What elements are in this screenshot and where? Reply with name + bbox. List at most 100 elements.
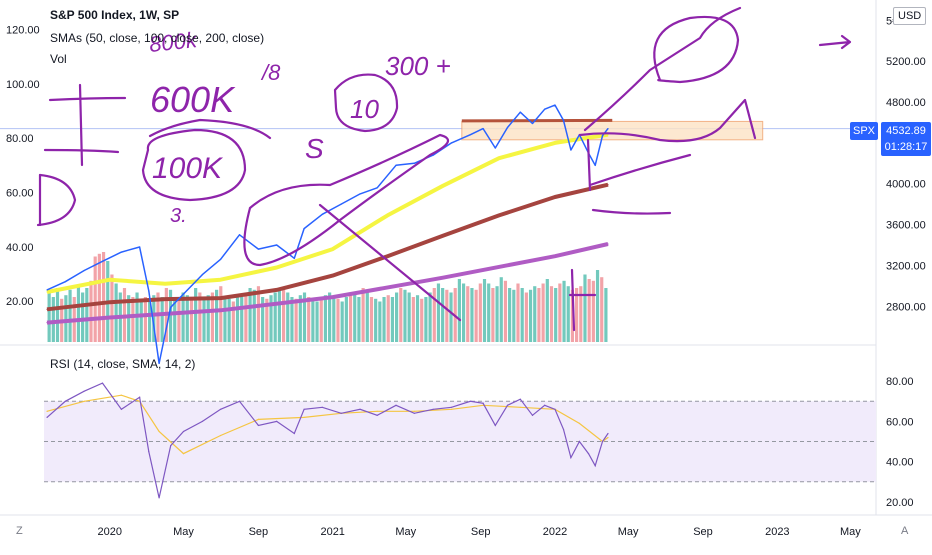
volume-bar: [395, 292, 399, 342]
price-point: [494, 147, 496, 149]
rsi-point: [139, 396, 141, 398]
volume-bar: [495, 286, 499, 342]
price-point: [276, 244, 278, 246]
volume-bar: [528, 289, 533, 342]
rsi-ma-point: [413, 410, 415, 412]
volume-bar: [261, 297, 265, 342]
volume-bar: [51, 297, 55, 342]
volume-bar: [420, 298, 424, 342]
annotation-text: S: [305, 133, 324, 164]
annotation-stroke: [333, 73, 399, 133]
volume-bar: [549, 286, 554, 342]
rsi-ma-point: [578, 422, 580, 425]
volume-bar: [407, 292, 411, 342]
price-point: [450, 142, 453, 144]
annotation-text: 100K: [152, 152, 224, 185]
price-point: [257, 248, 259, 250]
price-point: [519, 111, 521, 113]
sma50-point: [386, 214, 389, 216]
left-axis-tick: 120.00: [6, 24, 40, 36]
rsi-ma-point: [220, 434, 222, 437]
volume-bar: [248, 288, 252, 342]
rsi-ma-point: [519, 406, 521, 408]
rsi-point: [413, 412, 415, 414]
volume-bar: [533, 286, 537, 342]
rsi-point: [170, 444, 172, 447]
sma50-point: [220, 279, 222, 281]
volume-bar: [520, 288, 524, 342]
rsi-point: [519, 398, 521, 400]
volume-bar: [516, 283, 520, 342]
rsi-point: [587, 453, 590, 455]
time-axis-tick: May: [173, 526, 194, 538]
volume-bar: [139, 298, 143, 342]
price-point: [376, 187, 378, 189]
auto-scale-button[interactable]: A: [901, 525, 909, 537]
rsi-point: [450, 406, 453, 408]
price-point: [170, 306, 172, 308]
annotation-text: 300 +: [385, 51, 451, 81]
volume-bar: [315, 301, 319, 342]
rsi-point: [182, 430, 185, 433]
rsi-line: [46, 382, 609, 499]
left-axis-tick: 80.00: [6, 133, 34, 145]
volume-bar: [570, 289, 575, 342]
volume-bar: [328, 292, 332, 342]
volume-bar: [181, 292, 185, 342]
volume-bar: [256, 286, 261, 342]
annotation-stroke: [591, 208, 672, 215]
volume-bar: [168, 289, 173, 342]
volume-bar: [558, 283, 562, 342]
left-axis-tick: 40.00: [6, 242, 34, 254]
timezone-button[interactable]: Z: [16, 525, 23, 537]
annotation-stroke: [578, 98, 757, 143]
volume-bar: [487, 283, 491, 342]
chart-title-legend[interactable]: S&P 500 Index, 1W, SP: [50, 8, 179, 22]
sma200-point: [220, 309, 222, 311]
sma200-point: [332, 296, 334, 298]
annotation-text: 3.: [170, 205, 187, 227]
currency-button[interactable]: USD: [893, 7, 927, 25]
last-price-label: 4532.89: [886, 125, 926, 137]
rsi-point: [120, 408, 122, 410]
volume-bar: [177, 298, 181, 342]
volume-bar: [64, 295, 68, 342]
rsi-ma-point: [83, 400, 85, 402]
sma-legend[interactable]: SMAs (50, close, 100, close, 200, close): [50, 31, 265, 45]
volume-bar: [290, 297, 294, 342]
sma200-point: [554, 255, 556, 257]
sma200-line: [46, 242, 609, 325]
volume-bar: [457, 279, 461, 342]
annotation-stroke: [36, 173, 77, 227]
sma50-point: [109, 279, 111, 281]
sma100-point: [164, 298, 166, 300]
volume-bar: [210, 292, 214, 342]
volume-bar: [336, 298, 340, 342]
rsi-axis-tick: 60.00: [886, 416, 914, 428]
price-axis-tick: 2800.00: [886, 301, 926, 313]
volume-bar: [545, 279, 549, 342]
annotation-stroke: [148, 118, 272, 140]
volume-bar: [579, 286, 583, 342]
volume-bar: [411, 297, 415, 342]
volume-legend[interactable]: Vol: [50, 52, 67, 66]
volume-bar: [231, 301, 235, 342]
volume-bar: [348, 295, 353, 342]
sma200-point: [442, 277, 444, 279]
volume-bar: [189, 297, 194, 342]
sma100-line: [46, 182, 609, 312]
price-point: [554, 104, 556, 106]
volume-bar: [101, 252, 106, 342]
rsi-legend[interactable]: RSI (14, close, SMA, 14, 2): [50, 357, 196, 371]
annotation-text: 10: [350, 94, 379, 124]
rsi-point: [376, 414, 378, 416]
volume-bar: [227, 298, 231, 342]
volume-bar: [55, 288, 60, 342]
rsi-point: [303, 408, 305, 410]
volume-bar: [424, 297, 428, 342]
volume-bar: [223, 297, 227, 342]
volume-bar: [436, 283, 441, 342]
volume-bar: [587, 279, 591, 342]
volume-bar: [235, 295, 240, 342]
